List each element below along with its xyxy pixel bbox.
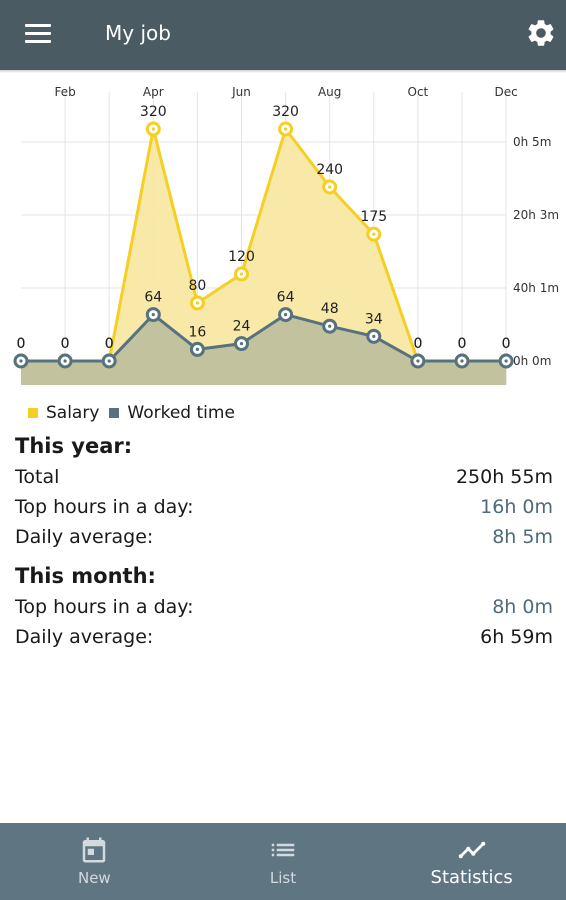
nav-label-new: New [77,869,111,887]
stat-label: Daily average: [15,526,154,548]
stat-row-top-hours-month: Top hours in a day: 8h 0m [15,592,553,622]
data-label-worked-time: 24 [233,319,251,335]
legend-label-salary: Salary [46,403,100,423]
chart-legend: Salary Worked time [28,403,245,423]
stat-label: Top hours in a day: [15,596,194,618]
series-area-worked-time [21,314,507,385]
this-year-heading: This year: [15,434,133,458]
data-label-worked-time: 0 [413,336,422,352]
data-point-center-worked-time [416,359,420,363]
data-point-center-worked-time [63,359,67,363]
data-label-salary: 0 [105,336,114,352]
data-label-salary: 0 [61,336,70,352]
app-bar: My job [0,0,566,70]
data-point-center-salary [284,127,288,131]
data-label-worked-time: 34 [365,311,383,327]
nav-label-statistics: Statistics [430,867,513,888]
nav-item-list[interactable]: List [189,823,378,900]
data-label-salary: 0 [413,336,422,352]
x-tick-label: Apr [143,85,164,99]
data-label-salary: 120 [228,249,255,265]
stat-value: 8h 5m [492,526,553,548]
stat-row-top-hours-year: Top hours in a day: 16h 0m [15,492,553,522]
y-tick-label-right: 40h 1m [513,281,559,295]
data-label-salary: 0 [502,336,511,352]
x-tick-label: Aug [318,85,341,99]
data-label-salary: 320 [272,104,299,120]
stat-label: Top hours in a day: [15,496,194,518]
legend-label-worked-time: Worked time [127,403,235,423]
settings-button[interactable] [525,17,557,49]
data-label-salary: 0 [458,336,467,352]
data-point-center-worked-time [328,324,332,328]
x-tick-label: Jun [231,85,251,99]
y-tick-label-right: 0h 0m [513,354,551,368]
data-point-center-salary [372,232,376,236]
app-bar-shadow [0,70,566,73]
stat-row-total: Total 250h 55m [15,462,553,492]
stat-row-daily-average-year: Daily average: 8h 5m [15,522,553,552]
stat-value: 8h 0m [492,596,553,618]
gear-icon [528,20,554,46]
data-point-center-worked-time [151,313,155,317]
this-month-heading: This month: [15,564,156,588]
data-label-salary: 320 [140,104,167,120]
data-label-salary: 175 [360,209,387,225]
statistics-summary: This year: Total 250h 55m Top hours in a… [15,430,553,652]
data-label-worked-time: 0 [61,336,70,352]
data-point-center-salary [328,185,332,189]
data-point-center-worked-time [107,359,111,363]
page-title: My job [105,21,171,45]
stat-label: Daily average: [15,626,154,648]
stat-value: 6h 59m [480,626,553,648]
legend-item-salary: Salary [28,403,99,423]
data-label-worked-time: 0 [458,336,467,352]
data-point-center-worked-time [372,334,376,338]
calendar-icon [83,837,106,863]
data-label-worked-time: 64 [144,290,162,306]
x-tick-label: Dec [494,85,517,99]
legend-swatch-salary [28,408,38,418]
legend-item-worked-time: Worked time [109,403,235,423]
bottom-navigation: New List Statistics [0,823,566,900]
y-tick-label-right: 0h 5m [513,135,551,149]
data-point-center-salary [151,127,155,131]
nav-item-new[interactable]: New [0,823,189,900]
data-label-worked-time: 0 [502,336,511,352]
nav-item-statistics[interactable]: Statistics [377,823,566,900]
data-label-worked-time: 16 [188,324,206,340]
data-point-center-worked-time [19,359,23,363]
legend-swatch-worked-time [109,408,120,418]
x-tick-label: Oct [408,85,429,99]
y-tick-label-right: 20h 3m [513,208,559,222]
data-point-center-salary [195,301,199,305]
data-label-salary: 240 [316,162,343,178]
data-label-worked-time: 0 [17,336,26,352]
data-point-center-salary [239,272,244,276]
data-point-center-worked-time [460,359,464,363]
chart-line-icon [458,841,485,859]
stat-value: 250h 55m [455,466,553,488]
menu-button[interactable] [22,20,56,48]
data-label-salary: 0 [17,336,26,352]
data-label-worked-time: 64 [277,290,295,306]
data-label-salary: 80 [188,278,206,294]
data-point-center-worked-time [284,313,288,317]
data-label-worked-time: 48 [321,301,339,317]
nav-label-list: List [269,869,297,887]
stat-value: 16h 0m [480,496,553,518]
list-icon [271,843,295,857]
data-label-worked-time: 0 [105,336,114,352]
data-point-center-worked-time [504,359,508,363]
x-tick-label: Feb [54,85,75,99]
stat-row-daily-average-month: Daily average: 6h 59m [15,622,553,652]
stat-label: Total [15,466,60,488]
data-point-center-worked-time [239,342,244,346]
data-point-center-worked-time [195,347,199,351]
